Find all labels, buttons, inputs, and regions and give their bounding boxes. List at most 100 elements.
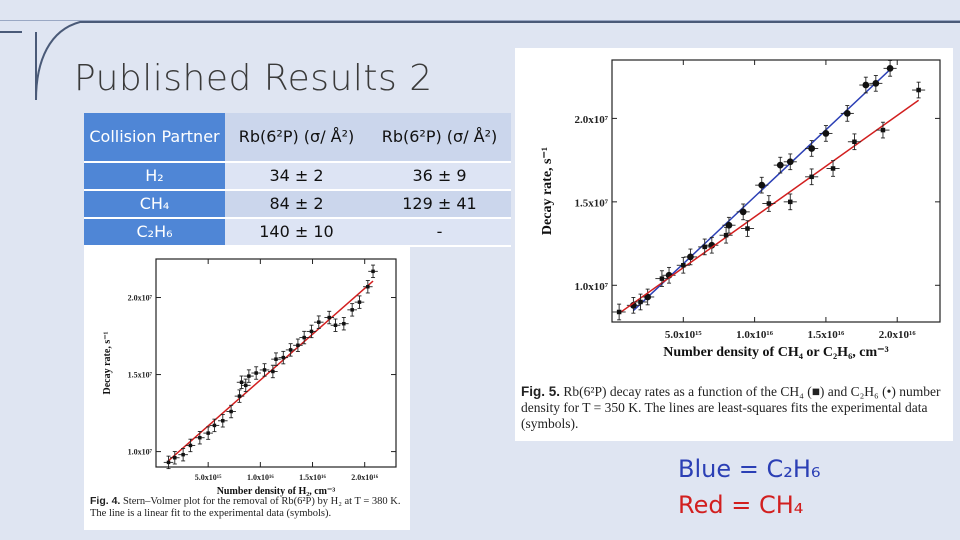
data-point	[234, 389, 245, 403]
figure-5-panel: 5.0x10¹⁵ 1.0x10¹⁶ 1.5x10¹⁶ 2.0x10¹⁶ 1.0x10⁷ 1…	[515, 48, 953, 441]
row-partner: C₂H₆	[84, 218, 225, 247]
data-point	[339, 317, 349, 331]
data-point	[217, 414, 228, 428]
x-tick-label: 2.0x10¹⁶	[351, 473, 378, 482]
data-point	[368, 264, 378, 279]
row-value-a: 84 ± 2	[225, 190, 368, 219]
data-point	[195, 431, 205, 445]
data-point	[268, 364, 278, 379]
row-value-a: 140 ± 10	[225, 218, 368, 247]
data-point	[354, 295, 365, 309]
data-point	[859, 76, 873, 94]
x-tick-label: 1.5x10¹⁶	[299, 473, 326, 482]
figure-5-caption-label: Fig. 5.	[521, 384, 561, 399]
row-value-b: 36 ± 9	[368, 162, 511, 191]
data-point	[655, 270, 669, 287]
x-axis-label: Number density of H₂, cm⁻³	[217, 486, 336, 497]
fit-line	[168, 280, 374, 462]
data-point	[313, 315, 324, 329]
data-point	[783, 193, 797, 211]
data-point	[285, 343, 296, 357]
figure-4-caption-text: Stern–Volmer plot for the removal of Rb(…	[90, 496, 401, 519]
row-value-a: 34 ± 2	[225, 162, 368, 191]
figure-4-chart: 5.0x10¹⁵ 1.0x10¹⁶ 1.5x10¹⁶ 2.0x10¹⁶ 1.0x10⁷ 1…	[102, 258, 397, 497]
data-point	[876, 121, 890, 139]
data-point	[278, 350, 289, 365]
y-tick-label: 2.0x10⁷	[574, 114, 608, 126]
data-point	[805, 168, 819, 186]
figure-5-chart: 5.0x10¹⁵ 1.0x10¹⁶ 1.5x10¹⁶ 2.0x10¹⁶ 1.0x10⁷ 1…	[540, 59, 941, 360]
data-point	[883, 60, 897, 77]
data-point	[347, 303, 357, 317]
data-point	[306, 324, 317, 339]
data-point	[773, 156, 787, 174]
data-point	[178, 447, 188, 462]
row-partner: CH₄	[84, 190, 225, 219]
y-axis-label: Decay rate, s⁻¹	[540, 147, 555, 235]
top-rule	[0, 20, 960, 21]
figure-4-caption-label: Fig. 4.	[90, 495, 121, 507]
table-row: C₂H₆ 140 ± 10 -	[84, 218, 511, 247]
data-point	[826, 160, 840, 177]
data-point	[755, 176, 769, 194]
data-point	[840, 105, 854, 122]
data-point	[299, 330, 309, 345]
y-tick-label: 2.0x10⁷	[128, 294, 153, 303]
y-tick-label: 1.0x10⁷	[574, 281, 608, 293]
data-point	[676, 256, 690, 274]
data-point	[251, 366, 261, 380]
data-point	[363, 280, 373, 294]
figure-5-caption-text: Rb(6²P) decay rates as a function of the…	[521, 384, 941, 431]
x-tick-label: 1.0x10¹⁶	[247, 473, 274, 482]
plot-frame	[155, 258, 397, 468]
x-tick-label: 1.0x10¹⁶	[736, 329, 774, 341]
data-point	[633, 293, 648, 311]
y-tick-label: 1.5x10⁷	[574, 197, 608, 209]
data-point	[869, 75, 883, 92]
data-point	[912, 81, 926, 99]
data-point	[163, 455, 174, 470]
data-point	[783, 153, 797, 171]
data-point	[736, 203, 750, 221]
header-col-a: Rb(6²P) (σ/ Å²)	[225, 113, 368, 163]
legend-red: Red = CH₄	[678, 491, 804, 519]
slide-title: Published Results 2	[74, 58, 433, 99]
figure-5-caption: Fig. 5. Rb(6²P) decay rates as a functio…	[521, 384, 947, 432]
plot-frame	[611, 59, 941, 323]
data-point	[722, 216, 736, 234]
data-point	[293, 338, 303, 352]
row-partner: H₂	[84, 162, 225, 191]
data-point	[805, 140, 819, 157]
x-tick-label: 2.0x10¹⁶	[879, 329, 917, 341]
data-point	[240, 378, 251, 393]
data-point	[740, 220, 755, 237]
y-axis-label: Decay rate, s⁻¹	[102, 332, 113, 395]
y-tick-label: 1.5x10⁷	[128, 371, 153, 380]
data-point	[203, 426, 213, 440]
data-point	[719, 226, 733, 244]
data-point	[612, 303, 626, 321]
header-col-b: Rb(6²P) (σ/ Å²)	[368, 113, 511, 163]
row-value-b: -	[368, 218, 511, 247]
figure-4-panel: 5.0x10¹⁵ 1.0x10¹⁶ 1.5x10¹⁶ 2.0x10¹⁶ 1.0x10⁷ 1…	[84, 247, 410, 530]
data-point	[330, 318, 341, 332]
data-point	[324, 310, 335, 325]
row-value-b: 129 ± 41	[368, 190, 511, 219]
x-tick-label: 5.0x10¹⁵	[195, 473, 222, 482]
data-point	[236, 375, 247, 389]
table-header-row: Collision Partner Rb(6²P) (σ/ Å²) Rb(6²P…	[84, 113, 511, 163]
data-point	[762, 195, 776, 212]
legend-blue: Blue = C₂H₆	[678, 455, 821, 483]
data-point	[185, 438, 196, 453]
data-point	[683, 248, 697, 266]
figure-4-caption: Fig. 4. Stern–Volmer plot for the remova…	[90, 495, 404, 520]
y-tick-label: 1.0x10⁷	[128, 448, 153, 457]
data-point	[259, 363, 270, 377]
data-point	[819, 125, 833, 142]
results-table: Collision Partner Rb(6²P) (σ/ Å²) Rb(6²P…	[84, 113, 511, 247]
data-point	[209, 418, 220, 433]
x-tick-label: 5.0x10¹⁵	[665, 329, 703, 341]
data-point	[169, 451, 180, 465]
data-point	[226, 404, 236, 419]
